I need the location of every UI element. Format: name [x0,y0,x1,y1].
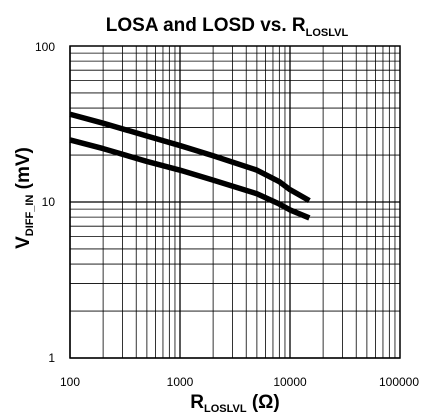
x-axis-label-sub: LOSLVL [204,403,247,415]
y-tick-label-1: 1 [48,351,55,365]
x-tick-label-10000: 10000 [273,375,307,389]
x-axis-label-main: R [190,392,204,413]
x-tick-label-100000: 100000 [379,375,419,389]
grid [69,46,400,359]
series-group [69,111,311,221]
chart-title-sub: LOSLVL [306,27,349,39]
y-axis-label-unit: (mV) [13,147,34,195]
y-axis-label: VDIFF_IN (mV) [13,147,36,249]
y-tick-label-100: 100 [35,40,55,54]
series-line-2 [69,137,311,221]
x-axis-label: RLOSLVL (Ω) [190,392,279,415]
x-axis-label-unit: (Ω) [247,392,280,413]
series-line-1 [69,111,311,204]
y-tick-label-10: 10 [42,195,56,209]
chart-title-main: LOSA and LOSD vs. R [106,15,306,36]
chart-title: LOSA and LOSD vs. RLOSLVL [106,15,349,39]
x-tick-label-1000: 1000 [167,375,194,389]
y-axis-label-sub: DIFF_IN [24,195,36,237]
y-axis-label-main: V [13,236,34,249]
x-tick-label-100: 100 [60,375,80,389]
plot-frame [69,45,401,359]
